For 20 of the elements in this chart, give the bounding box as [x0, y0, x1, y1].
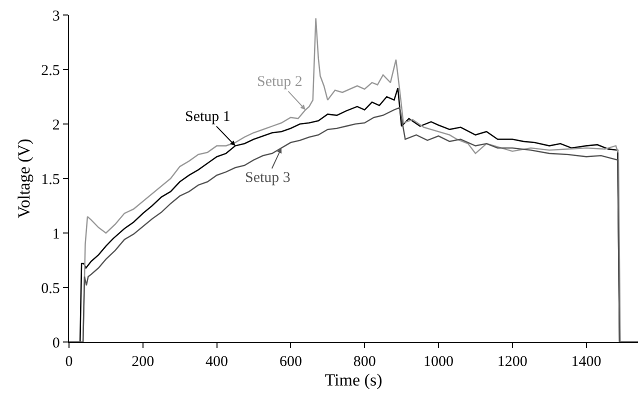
- legend-label: Setup 3: [245, 170, 290, 186]
- series-label: Setup 2: [257, 74, 302, 90]
- series-label: Setup 1: [185, 109, 230, 125]
- x-axis-title: Time (s): [324, 370, 382, 390]
- y-axis-title: Voltage (V): [14, 138, 34, 218]
- y-tick-label: 2.5: [41, 62, 60, 79]
- x-tick-label: 1400: [571, 354, 602, 370]
- y-tick-label: 3: [52, 8, 60, 24]
- x-tick-label: 800: [353, 354, 376, 370]
- x-tick-label: 0: [65, 354, 73, 370]
- x-tick-label: 1200: [497, 354, 528, 370]
- x-tick-label: 1000: [423, 354, 454, 370]
- x-tick-label: 600: [279, 354, 302, 370]
- x-tick-label: 400: [206, 354, 228, 370]
- y-tick-label: 0.5: [41, 280, 60, 297]
- y-tick-label: 2: [52, 117, 60, 134]
- x-tick-label: 200: [132, 354, 154, 370]
- y-tick-label: 1: [52, 226, 60, 242]
- y-tick-label: 1.5: [41, 172, 60, 188]
- y-tick-label: 0: [52, 335, 60, 352]
